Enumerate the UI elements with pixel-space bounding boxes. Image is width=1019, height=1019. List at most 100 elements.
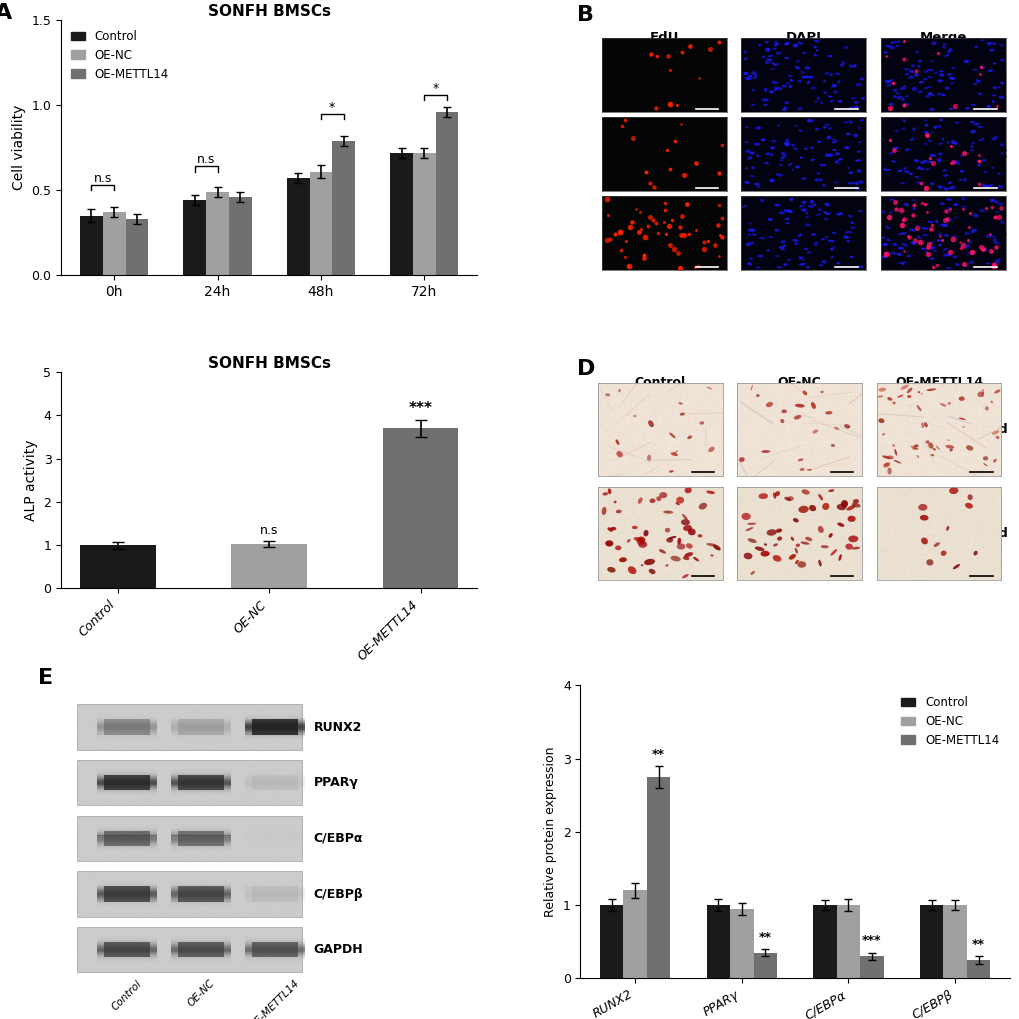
- Point: [252, 784, 268, 800]
- Point: [145, 904, 161, 920]
- Point: [211, 777, 227, 794]
- Point: [139, 697, 155, 713]
- Point: [283, 727, 300, 743]
- Point: [210, 925, 226, 942]
- Point: [154, 957, 170, 973]
- Point: [72, 781, 89, 797]
- Point: [206, 962, 222, 978]
- Point: [109, 903, 125, 919]
- Bar: [104, 942, 150, 957]
- Point: [124, 734, 141, 750]
- Point: [173, 892, 190, 908]
- Point: [154, 850, 170, 866]
- Point: [277, 903, 293, 919]
- Text: Oil red: Oil red: [960, 527, 1007, 540]
- Point: [102, 762, 118, 779]
- Point: [100, 829, 116, 846]
- Point: [120, 849, 137, 865]
- Point: [154, 930, 170, 947]
- Point: [215, 713, 231, 730]
- Point: [184, 810, 201, 826]
- Point: [291, 819, 308, 836]
- Point: [114, 947, 130, 963]
- Point: [133, 943, 150, 959]
- Point: [72, 706, 89, 722]
- Point: [276, 953, 292, 969]
- Point: [165, 755, 181, 771]
- Point: [109, 950, 125, 966]
- Point: [97, 934, 113, 951]
- Point: [224, 763, 240, 780]
- Point: [114, 908, 130, 924]
- Point: [244, 740, 260, 756]
- Point: [155, 956, 171, 972]
- Point: [118, 696, 135, 712]
- Point: [132, 931, 149, 948]
- Point: [123, 794, 140, 810]
- Point: [115, 882, 131, 899]
- Point: [217, 772, 233, 789]
- Point: [162, 766, 178, 783]
- Point: [173, 815, 190, 832]
- Point: [262, 950, 278, 966]
- Point: [143, 950, 159, 966]
- Point: [147, 720, 163, 737]
- Point: [255, 893, 271, 909]
- Point: [253, 722, 269, 739]
- Point: [201, 796, 217, 812]
- Bar: [228, 197, 252, 275]
- Point: [224, 791, 240, 807]
- Point: [264, 949, 280, 965]
- Point: [196, 871, 212, 888]
- Point: [103, 941, 119, 957]
- Point: [114, 772, 130, 789]
- Point: [273, 935, 289, 952]
- Point: [109, 785, 125, 801]
- Point: [207, 765, 223, 782]
- Point: [109, 774, 125, 791]
- Point: [251, 770, 267, 787]
- Point: [158, 819, 174, 836]
- Point: [87, 891, 103, 907]
- Point: [279, 777, 296, 794]
- Point: [240, 791, 257, 807]
- Point: [76, 957, 93, 973]
- Point: [206, 705, 222, 721]
- Point: [83, 713, 99, 730]
- Point: [286, 794, 303, 810]
- Point: [199, 903, 215, 919]
- Point: [232, 944, 249, 960]
- Point: [286, 781, 303, 797]
- Point: [277, 877, 293, 894]
- Point: [156, 881, 172, 898]
- Point: [277, 830, 293, 847]
- Point: [275, 946, 291, 962]
- Point: [78, 943, 95, 959]
- Point: [227, 906, 244, 922]
- Point: [95, 877, 111, 894]
- Point: [203, 925, 219, 942]
- Point: [213, 852, 229, 868]
- Point: [225, 949, 242, 965]
- Point: [261, 699, 277, 715]
- Point: [115, 947, 131, 963]
- Point: [153, 700, 169, 716]
- Point: [264, 773, 280, 790]
- Point: [72, 736, 89, 752]
- Point: [105, 864, 121, 880]
- Point: [287, 964, 304, 980]
- Point: [266, 727, 282, 743]
- Point: [254, 845, 270, 861]
- Point: [108, 725, 124, 741]
- Point: [212, 833, 228, 849]
- Point: [75, 880, 92, 897]
- Point: [151, 818, 167, 835]
- Point: [111, 908, 127, 924]
- Point: [264, 881, 280, 898]
- Point: [135, 707, 151, 723]
- Point: [145, 817, 161, 834]
- Point: [219, 905, 235, 921]
- Point: [184, 727, 201, 743]
- Point: [95, 906, 111, 922]
- Point: [184, 958, 201, 974]
